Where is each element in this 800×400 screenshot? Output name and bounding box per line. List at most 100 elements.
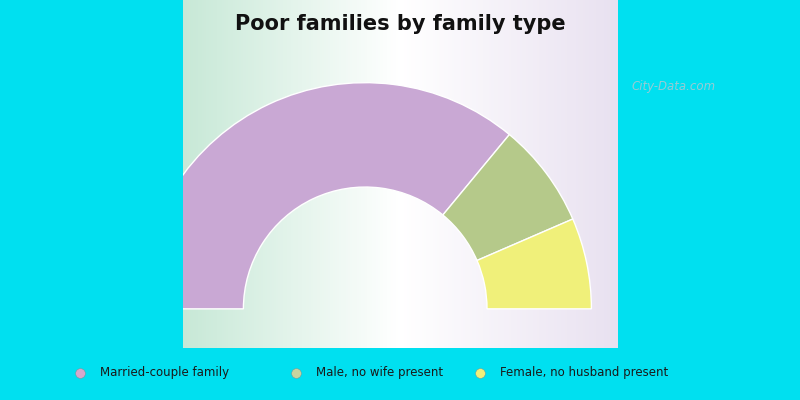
- Bar: [413, 0, 415, 348]
- Bar: [191, 0, 194, 348]
- Bar: [263, 0, 265, 348]
- Bar: [450, 0, 452, 348]
- Bar: [372, 0, 374, 348]
- Bar: [248, 0, 250, 348]
- Bar: [596, 0, 598, 348]
- Bar: [518, 0, 520, 348]
- Bar: [402, 0, 404, 348]
- Bar: [300, 0, 302, 348]
- Bar: [558, 0, 561, 348]
- Bar: [298, 0, 300, 348]
- Bar: [348, 0, 350, 348]
- Bar: [443, 0, 446, 348]
- Bar: [587, 0, 590, 348]
- Bar: [513, 0, 515, 348]
- Bar: [585, 0, 587, 348]
- Bar: [404, 0, 406, 348]
- Bar: [294, 0, 296, 348]
- Bar: [398, 0, 400, 348]
- Bar: [548, 0, 550, 348]
- Bar: [250, 0, 252, 348]
- Bar: [502, 0, 505, 348]
- Bar: [361, 0, 363, 348]
- Bar: [435, 0, 437, 348]
- Bar: [374, 0, 376, 348]
- Bar: [572, 0, 574, 348]
- Bar: [324, 0, 326, 348]
- Bar: [254, 0, 257, 348]
- Bar: [352, 0, 354, 348]
- Bar: [258, 0, 261, 348]
- Text: Male, no wife present: Male, no wife present: [316, 366, 443, 380]
- Bar: [291, 0, 294, 348]
- Bar: [189, 0, 191, 348]
- Bar: [590, 0, 591, 348]
- Bar: [265, 0, 267, 348]
- Bar: [382, 0, 385, 348]
- Bar: [574, 0, 576, 348]
- Bar: [524, 0, 526, 348]
- Bar: [515, 0, 518, 348]
- Bar: [411, 0, 413, 348]
- Bar: [350, 0, 352, 348]
- Bar: [346, 0, 348, 348]
- Bar: [309, 0, 311, 348]
- Bar: [567, 0, 570, 348]
- Bar: [391, 0, 394, 348]
- Bar: [446, 0, 448, 348]
- Bar: [315, 0, 318, 348]
- Bar: [381, 0, 382, 348]
- Bar: [272, 0, 274, 348]
- Bar: [542, 0, 543, 348]
- Bar: [539, 0, 542, 348]
- Bar: [442, 0, 443, 348]
- Bar: [204, 0, 206, 348]
- Bar: [546, 0, 548, 348]
- Wedge shape: [443, 134, 573, 260]
- Bar: [487, 0, 489, 348]
- Bar: [210, 0, 213, 348]
- Bar: [219, 0, 222, 348]
- Bar: [570, 0, 572, 348]
- Bar: [554, 0, 557, 348]
- Bar: [470, 0, 472, 348]
- Bar: [526, 0, 528, 348]
- Bar: [461, 0, 463, 348]
- Bar: [242, 0, 243, 348]
- Bar: [237, 0, 239, 348]
- Bar: [491, 0, 494, 348]
- Bar: [481, 0, 482, 348]
- Bar: [419, 0, 422, 348]
- Bar: [602, 0, 605, 348]
- Bar: [561, 0, 563, 348]
- Bar: [424, 0, 426, 348]
- Bar: [285, 0, 287, 348]
- Bar: [406, 0, 409, 348]
- Bar: [387, 0, 389, 348]
- Bar: [498, 0, 500, 348]
- Bar: [206, 0, 209, 348]
- Bar: [439, 0, 442, 348]
- Bar: [333, 0, 334, 348]
- Bar: [552, 0, 554, 348]
- Bar: [200, 0, 202, 348]
- Bar: [287, 0, 289, 348]
- Bar: [318, 0, 319, 348]
- Bar: [354, 0, 357, 348]
- Bar: [494, 0, 496, 348]
- Bar: [433, 0, 435, 348]
- Bar: [582, 0, 585, 348]
- Bar: [418, 0, 419, 348]
- Bar: [228, 0, 230, 348]
- Bar: [233, 0, 234, 348]
- Bar: [550, 0, 552, 348]
- Bar: [224, 0, 226, 348]
- Bar: [530, 0, 533, 348]
- Wedge shape: [477, 219, 591, 309]
- Bar: [322, 0, 324, 348]
- Bar: [591, 0, 594, 348]
- Bar: [522, 0, 524, 348]
- Bar: [485, 0, 487, 348]
- Bar: [226, 0, 228, 348]
- Bar: [520, 0, 522, 348]
